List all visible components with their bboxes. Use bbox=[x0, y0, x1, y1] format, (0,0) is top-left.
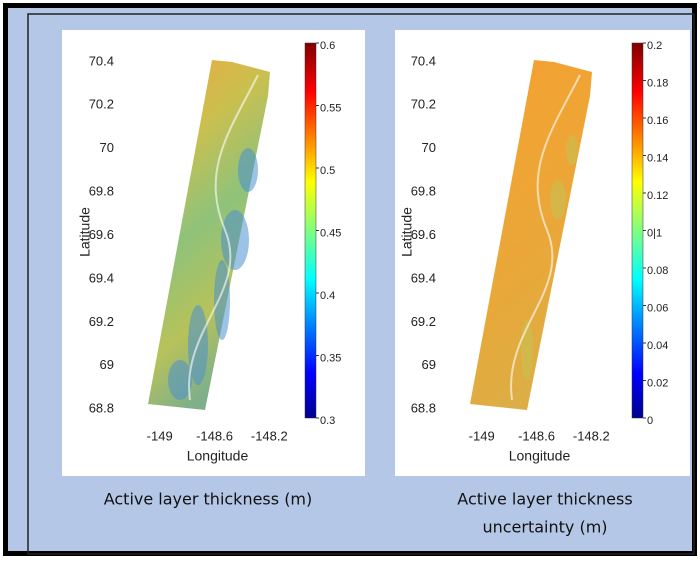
y-tick-label: 69 bbox=[422, 357, 436, 372]
colorbar-tick-label: 0.45 bbox=[320, 227, 341, 239]
map-patch bbox=[566, 135, 578, 165]
caption: Active layer thickness (m) bbox=[104, 490, 313, 509]
caption: Active layer thickness bbox=[457, 490, 632, 509]
y-tick-label: 70 bbox=[100, 140, 114, 155]
colorbar-tick-label: 0.04 bbox=[647, 340, 668, 352]
y-tick-label: 70.4 bbox=[89, 53, 114, 68]
y-tick-label: 68.8 bbox=[411, 401, 436, 416]
river bbox=[510, 74, 581, 401]
y-tick-label: 69.4 bbox=[89, 270, 114, 285]
x-axis-label: Longitude bbox=[509, 448, 571, 464]
colorbar-tick-label: 0.06 bbox=[647, 302, 668, 314]
y-tick-label: 70.2 bbox=[411, 97, 436, 112]
map-patch bbox=[221, 210, 249, 270]
colorbar-tick-label: 0.5 bbox=[320, 165, 335, 177]
y-tick-label: 69.4 bbox=[411, 270, 436, 285]
colorbar-tick-label: 0.02 bbox=[647, 377, 668, 389]
colorbar-tick-label: 0.08 bbox=[647, 265, 668, 277]
colorbar bbox=[631, 42, 644, 419]
map-patch bbox=[168, 360, 192, 400]
colorbar-tick-label: 0.2 bbox=[647, 40, 662, 52]
x-tick-label: -149 bbox=[147, 428, 173, 443]
colorbar-tick-label: 0.55 bbox=[320, 102, 341, 114]
colorbar-tick-label: 0.3 bbox=[320, 415, 335, 427]
x-tick-label: -149 bbox=[469, 428, 495, 443]
colorbar-tick-label: 0.12 bbox=[647, 190, 668, 202]
y-tick-label: 69.6 bbox=[411, 227, 436, 242]
map-patch bbox=[550, 180, 566, 220]
map-patch bbox=[214, 260, 230, 340]
x-tick-label: -148.6 bbox=[518, 428, 555, 443]
inner-border bbox=[27, 13, 695, 555]
y-tick-label: 69 bbox=[100, 357, 114, 372]
y-tick-label: 69.2 bbox=[411, 314, 436, 329]
y-axis-label: Latitude bbox=[399, 207, 415, 257]
caption: uncertainty (m) bbox=[482, 518, 607, 537]
y-tick-label: 70.4 bbox=[411, 53, 436, 68]
map-raster bbox=[470, 60, 592, 410]
colorbar-tick-label: 0.18 bbox=[647, 77, 668, 89]
y-tick-label: 69.8 bbox=[411, 184, 436, 199]
y-tick-label: 69.6 bbox=[89, 227, 114, 242]
x-tick-label: -148.2 bbox=[573, 428, 610, 443]
x-tick-label: -148.2 bbox=[251, 428, 288, 443]
x-tick-label: -148.6 bbox=[196, 428, 233, 443]
y-tick-label: 70.2 bbox=[89, 97, 114, 112]
river bbox=[188, 74, 259, 401]
y-tick-label: 69.2 bbox=[89, 314, 114, 329]
colorbar-tick-label: 0.6 bbox=[320, 40, 335, 52]
colorbar-tick-label: 0.35 bbox=[320, 352, 341, 364]
y-tick-label: 68.8 bbox=[89, 401, 114, 416]
colorbar-tick-label: 0 bbox=[647, 415, 653, 427]
colorbar-tick-label: 0.16 bbox=[647, 115, 668, 127]
colorbar bbox=[304, 42, 317, 419]
y-tick-label: 70 bbox=[422, 140, 436, 155]
map-patch bbox=[238, 148, 258, 192]
colorbar-tick-label: 0|1 bbox=[647, 227, 662, 239]
colorbar-tick-label: 0.4 bbox=[320, 290, 335, 302]
y-tick-label: 69.8 bbox=[89, 184, 114, 199]
y-axis-label: Latitude bbox=[77, 207, 93, 257]
map-raster bbox=[148, 60, 270, 410]
colorbar-tick-label: 0.14 bbox=[647, 152, 668, 164]
x-axis-label: Longitude bbox=[187, 448, 249, 464]
